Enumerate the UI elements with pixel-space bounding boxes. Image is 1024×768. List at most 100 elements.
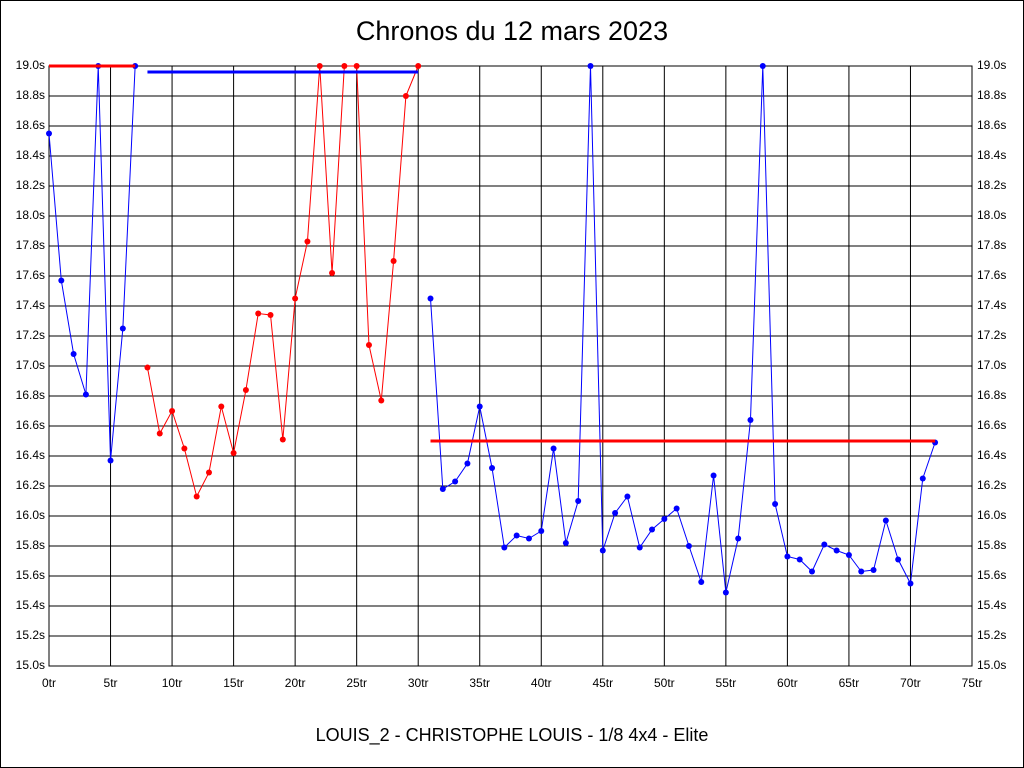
- y2-tick-label: 16.2s: [977, 478, 1006, 492]
- y2-tick-label: 19.0s: [977, 58, 1006, 72]
- x-tick-label: 45tr: [592, 676, 613, 690]
- data-point: [895, 556, 902, 563]
- data-point: [599, 547, 606, 554]
- y2-tick-label: 18.2s: [977, 178, 1006, 192]
- y2-tick-label: 15.4s: [977, 598, 1006, 612]
- y2-tick-label: 18.4s: [977, 148, 1006, 162]
- x-tick-label: 5tr: [104, 676, 118, 690]
- y-tick-label: 16.6s: [16, 418, 45, 432]
- x-tick-label: 70tr: [900, 676, 921, 690]
- data-point: [809, 568, 816, 575]
- y-tick-label: 18.0s: [16, 208, 45, 222]
- data-point: [612, 510, 619, 516]
- data-point: [833, 547, 840, 554]
- y-tick-label: 18.4s: [16, 148, 45, 162]
- data-point: [587, 63, 594, 69]
- data-point: [673, 505, 680, 512]
- data-point: [821, 541, 828, 548]
- data-point: [107, 457, 114, 464]
- data-point: [772, 501, 779, 507]
- y2-tick-label: 16.4s: [977, 448, 1006, 462]
- x-tick-label: 55tr: [716, 676, 737, 690]
- y2-tick-label: 16.6s: [977, 418, 1006, 432]
- data-point: [476, 403, 483, 410]
- data-point: [378, 397, 385, 404]
- data-point: [538, 528, 545, 534]
- data-point: [58, 277, 65, 284]
- x-tick-label: 35tr: [469, 676, 490, 690]
- y2-tick-label: 15.6s: [977, 568, 1006, 582]
- x-tick-label: 25tr: [346, 676, 367, 690]
- y2-tick-label: 17.4s: [977, 298, 1006, 312]
- data-point: [144, 364, 151, 371]
- data-point: [624, 493, 631, 500]
- data-point: [649, 526, 656, 533]
- data-point: [304, 238, 311, 245]
- data-point: [230, 450, 237, 456]
- y2-tick-label: 18.0s: [977, 208, 1006, 222]
- y-tick-label: 15.2s: [16, 628, 45, 642]
- data-point: [390, 258, 397, 264]
- data-point: [46, 130, 52, 137]
- data-point: [193, 493, 200, 500]
- x-tick-label: 30tr: [408, 676, 429, 690]
- data-point: [341, 63, 348, 69]
- y2-tick-label: 17.8s: [977, 238, 1006, 252]
- data-point: [722, 589, 729, 596]
- data-point: [525, 535, 532, 542]
- data-point: [685, 543, 692, 549]
- y2-tick-label: 15.2s: [977, 628, 1006, 642]
- x-tick-label: 10tr: [162, 676, 183, 690]
- y-tick-label: 17.8s: [16, 238, 45, 252]
- y-tick-label: 15.4s: [16, 598, 45, 612]
- data-point: [156, 430, 163, 437]
- data-point: [365, 342, 372, 348]
- data-point: [489, 465, 496, 471]
- data-point: [82, 391, 89, 398]
- y-tick-label: 17.4s: [16, 298, 45, 312]
- data-point: [218, 403, 225, 410]
- data-point: [205, 469, 212, 476]
- y2-tick-label: 17.6s: [977, 268, 1006, 282]
- y2-tick-label: 17.0s: [977, 358, 1006, 372]
- data-point: [636, 544, 643, 551]
- data-point: [501, 544, 508, 551]
- data-point: [747, 417, 754, 423]
- data-point: [427, 295, 434, 302]
- y-tick-label: 18.8s: [16, 88, 45, 102]
- y2-tick-label: 18.8s: [977, 88, 1006, 102]
- data-point: [353, 63, 360, 69]
- data-point: [562, 540, 569, 546]
- data-point: [279, 436, 286, 443]
- data-point: [550, 445, 557, 452]
- x-tick-label: 40tr: [531, 676, 552, 690]
- y2-tick-label: 15.0s: [977, 658, 1006, 672]
- data-point: [784, 553, 791, 560]
- data-point: [169, 408, 176, 414]
- data-point: [255, 310, 262, 317]
- data-point: [452, 478, 459, 485]
- y-tick-label: 17.2s: [16, 328, 45, 342]
- x-axis-label: LOUIS_2 - CHRISTOPHE LOUIS - 1/8 4x4 - E…: [316, 725, 709, 746]
- data-point: [919, 475, 926, 482]
- y2-tick-label: 16.0s: [977, 508, 1006, 522]
- data-point: [759, 63, 766, 69]
- data-point: [845, 552, 852, 558]
- y-tick-label: 16.4s: [16, 448, 45, 462]
- data-point: [119, 325, 126, 332]
- y2-tick-label: 15.8s: [977, 538, 1006, 552]
- y-tick-label: 15.8s: [16, 538, 45, 552]
- data-point: [464, 460, 471, 467]
- y-tick-label: 16.8s: [16, 388, 45, 402]
- y-tick-label: 15.0s: [16, 658, 45, 672]
- y-tick-label: 19.0s: [16, 58, 45, 72]
- y2-tick-label: 17.2s: [977, 328, 1006, 342]
- x-tick-label: 50tr: [654, 676, 675, 690]
- data-point: [870, 567, 877, 573]
- series-line: [48, 65, 136, 461]
- data-point: [402, 93, 409, 99]
- data-point: [242, 387, 249, 393]
- data-point: [329, 270, 336, 276]
- data-point: [661, 516, 668, 522]
- y-tick-label: 16.0s: [16, 508, 45, 522]
